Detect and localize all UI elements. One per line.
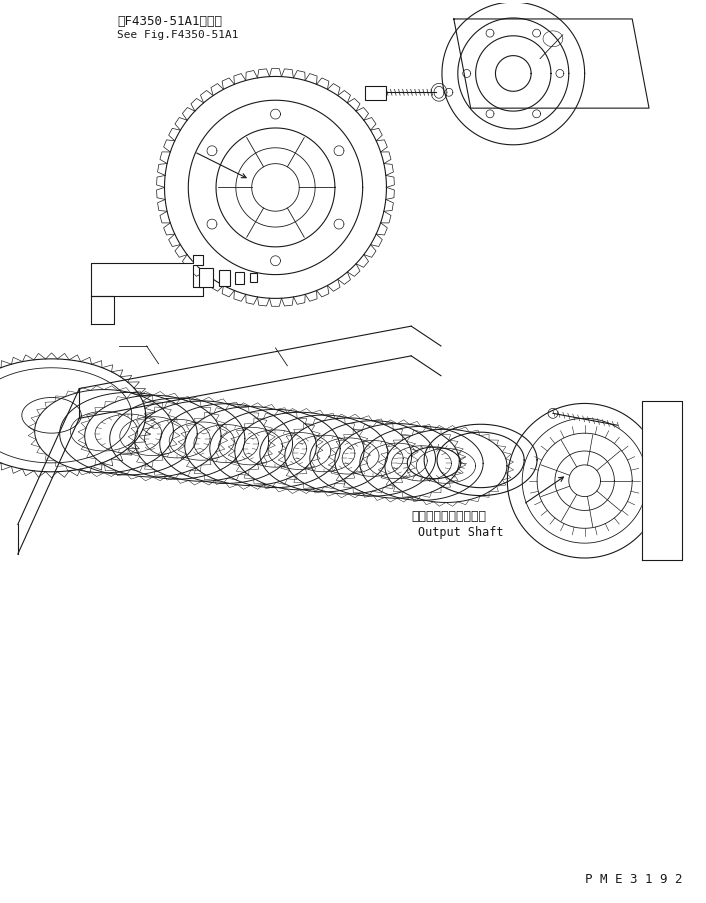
Polygon shape — [91, 256, 203, 297]
Polygon shape — [642, 402, 682, 561]
Bar — [199, 268, 213, 288]
Polygon shape — [91, 297, 114, 325]
Bar — [219, 270, 230, 286]
Text: 第F4350-51A1図参照: 第F4350-51A1図参照 — [117, 15, 222, 28]
Text: See Fig.F4350-51A1: See Fig.F4350-51A1 — [117, 30, 239, 40]
Text: Output Shaft: Output Shaft — [418, 526, 503, 539]
Polygon shape — [454, 20, 649, 109]
Bar — [250, 274, 257, 283]
Text: アウトプットシャフト: アウトプットシャフト — [411, 510, 486, 523]
Bar — [235, 273, 244, 284]
Text: P M E 3 1 9 2: P M E 3 1 9 2 — [585, 872, 682, 885]
Bar — [365, 88, 386, 101]
